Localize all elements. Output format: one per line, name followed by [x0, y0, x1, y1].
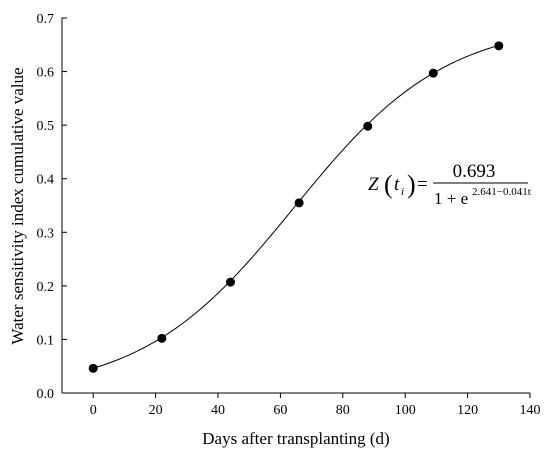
y-tick-label: 0.0 [37, 387, 55, 402]
y-tick-label: 0.1 [37, 333, 55, 348]
data-point [363, 121, 373, 131]
equation-equals: = [417, 174, 428, 195]
fit-equation: Z ( t i ) = 0.693 1 + e 2.641−0.041t [368, 161, 531, 208]
x-tick-label: 40 [211, 403, 225, 418]
equation-numerator: 0.693 [453, 161, 496, 182]
y-tick-label: 0.2 [37, 280, 55, 295]
data-points [88, 41, 504, 373]
y-tick-label: 0.7 [37, 12, 55, 27]
y-tick-label: 0.3 [37, 226, 55, 241]
y-tick-label: 0.6 [37, 66, 55, 81]
data-point [428, 68, 438, 78]
equation-exponent: 2.641−0.041t [472, 186, 531, 198]
equation-lhs-arg: t [394, 174, 400, 195]
x-ticks: 0 20 40 60 80 100 120 140 [90, 393, 541, 418]
equation-lhs-var: Z [368, 174, 379, 195]
data-point [88, 363, 98, 373]
y-axis-title: Water sensitivity index cumulative value [8, 67, 27, 344]
x-tick-label: 0 [90, 403, 97, 418]
x-tick-label: 140 [520, 403, 541, 418]
equation-lhs-sub: i [401, 186, 404, 198]
x-tick-label: 100 [395, 403, 416, 418]
data-point [157, 333, 167, 343]
data-point [294, 198, 304, 208]
x-tick-label: 60 [273, 403, 287, 418]
equation-right-paren: ) [407, 170, 416, 199]
x-tick-label: 80 [336, 403, 350, 418]
x-axis-title: Days after transplanting (d) [202, 429, 389, 448]
y-tick-label: 0.5 [37, 119, 55, 134]
x-tick-label: 120 [457, 403, 478, 418]
x-tick-label: 20 [149, 403, 163, 418]
equation-denominator-prefix: 1 + e [434, 189, 468, 208]
y-tick-label: 0.4 [37, 173, 55, 188]
y-ticks: 0.0 0.1 0.2 0.3 0.4 0.5 0.6 0.7 [37, 12, 67, 402]
data-point [225, 277, 235, 287]
data-point [494, 41, 504, 51]
equation-left-paren: ( [384, 170, 393, 199]
